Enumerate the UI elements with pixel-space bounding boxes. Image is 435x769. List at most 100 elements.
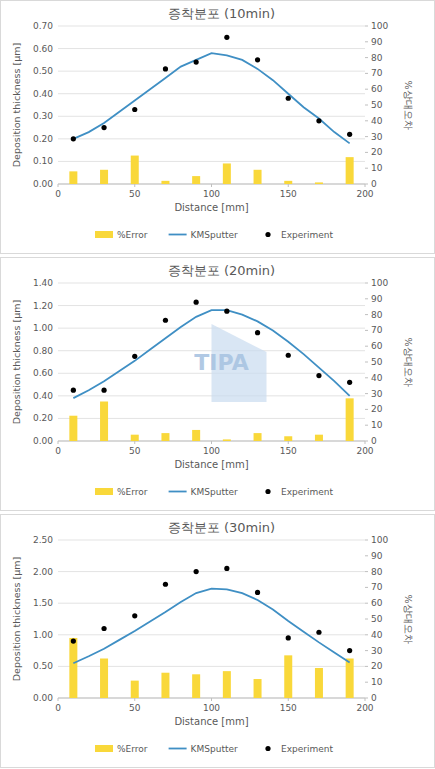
error-bar (131, 435, 139, 441)
legend-label: %Error (117, 230, 148, 240)
y-tick-label: 0.20 (33, 413, 53, 423)
error-bar (100, 402, 108, 442)
y2-tick (365, 619, 368, 620)
x-tick-label: 200 (356, 703, 373, 713)
x-axis-title: Distance [mm] (174, 716, 248, 727)
error-bar (315, 668, 323, 698)
error-bar (254, 433, 262, 441)
y2-tick-label: 100 (371, 21, 388, 31)
error-bar (223, 439, 231, 441)
point (71, 388, 76, 393)
y2-tick-label: 20 (371, 661, 383, 671)
y2-tick (365, 152, 368, 153)
point (101, 388, 106, 393)
error-bar (69, 638, 77, 698)
error-bar (131, 156, 139, 184)
plot-area (69, 566, 353, 698)
y-tick-label: 0.20 (33, 134, 53, 144)
y-axis-title: Deposition thickness [μm] (11, 300, 22, 424)
grid-line (58, 305, 365, 306)
x-axis-title: Distance [mm] (174, 459, 248, 470)
y2-tick (365, 425, 368, 426)
y2-axis-title: %상대오차 (403, 337, 414, 386)
error-bar (161, 181, 169, 184)
y2-tick-label: 10 (371, 677, 383, 687)
grid-line (58, 603, 365, 604)
point (255, 590, 260, 595)
y-axis-title: Deposition thickness [μm] (11, 43, 22, 167)
x-tick-label: 0 (55, 446, 61, 456)
error-bar (315, 182, 323, 184)
panel-frame (1, 1, 435, 254)
grid-line (58, 48, 365, 49)
y-tick-label: 0.00 (33, 436, 53, 446)
point (286, 353, 291, 358)
y2-tick-label: 60 (371, 598, 383, 608)
point (347, 132, 352, 137)
error-bar (254, 679, 262, 698)
y2-tick-label: 30 (371, 389, 383, 399)
y2-tick (365, 650, 368, 651)
x-tick-label: 150 (280, 446, 297, 456)
point (316, 630, 321, 635)
x-tick-label: 50 (129, 189, 141, 199)
y2-tick (365, 587, 368, 588)
point (224, 35, 229, 40)
y-tick-label: 0.70 (33, 21, 53, 31)
legend-swatch (95, 231, 113, 238)
y2-tick (365, 120, 368, 121)
figure: 증착분포 (10min)0.000.100.200.300.400.500.60… (0, 0, 435, 769)
error-bar (254, 170, 262, 184)
y2-tick-label: 100 (371, 278, 388, 288)
y2-tick-label: 50 (371, 614, 383, 624)
y2-tick (365, 41, 368, 42)
x-tick-label: 50 (129, 446, 141, 456)
legend-swatch (169, 748, 187, 750)
y2-tick (365, 393, 368, 394)
y2-tick-label: 60 (371, 84, 383, 94)
error-bar (161, 433, 169, 441)
y-tick-label: 0.50 (33, 66, 53, 76)
x-tick-label: 50 (129, 703, 141, 713)
legend-label: Experiment (281, 744, 333, 754)
y-tick-label: 2.00 (33, 567, 53, 577)
y-tick-label: 0.60 (33, 44, 53, 54)
point (255, 57, 260, 62)
y2-tick-label: 0 (371, 179, 377, 189)
point (224, 566, 229, 571)
point (347, 380, 352, 385)
point (71, 136, 76, 141)
plot-area (69, 300, 353, 441)
y2-tick-label: 70 (371, 325, 383, 335)
y2-tick-label: 90 (371, 551, 383, 561)
legend-swatch (169, 491, 187, 493)
legend-label: Experiment (281, 230, 333, 240)
y2-tick (365, 57, 368, 58)
grid-line (58, 540, 365, 541)
error-bar (192, 674, 200, 698)
y-tick-label: 1.00 (33, 323, 53, 333)
error-bar (161, 673, 169, 698)
y2-tick-label: 70 (371, 582, 383, 592)
x-tick-label: 150 (280, 189, 297, 199)
point (316, 118, 321, 123)
y2-tick-label: 40 (371, 630, 383, 640)
legend-label: %Error (117, 487, 148, 497)
point (163, 318, 168, 323)
y-tick-label: 0.80 (33, 346, 53, 356)
grid-line (58, 161, 365, 162)
y2-tick (365, 540, 368, 541)
y2-tick (365, 298, 368, 299)
legend-label: KMSputter (191, 744, 238, 754)
point (132, 107, 137, 112)
point (255, 330, 260, 335)
y2-tick-label: 90 (371, 37, 383, 47)
point (286, 635, 291, 640)
point (194, 60, 199, 65)
grid-line (58, 283, 365, 284)
watermark: TIPA (194, 350, 248, 375)
y-tick-label: 1.20 (33, 301, 53, 311)
title: 증착분포 (20min) (168, 263, 275, 278)
error-bar (284, 181, 292, 184)
y2-tick (365, 346, 368, 347)
